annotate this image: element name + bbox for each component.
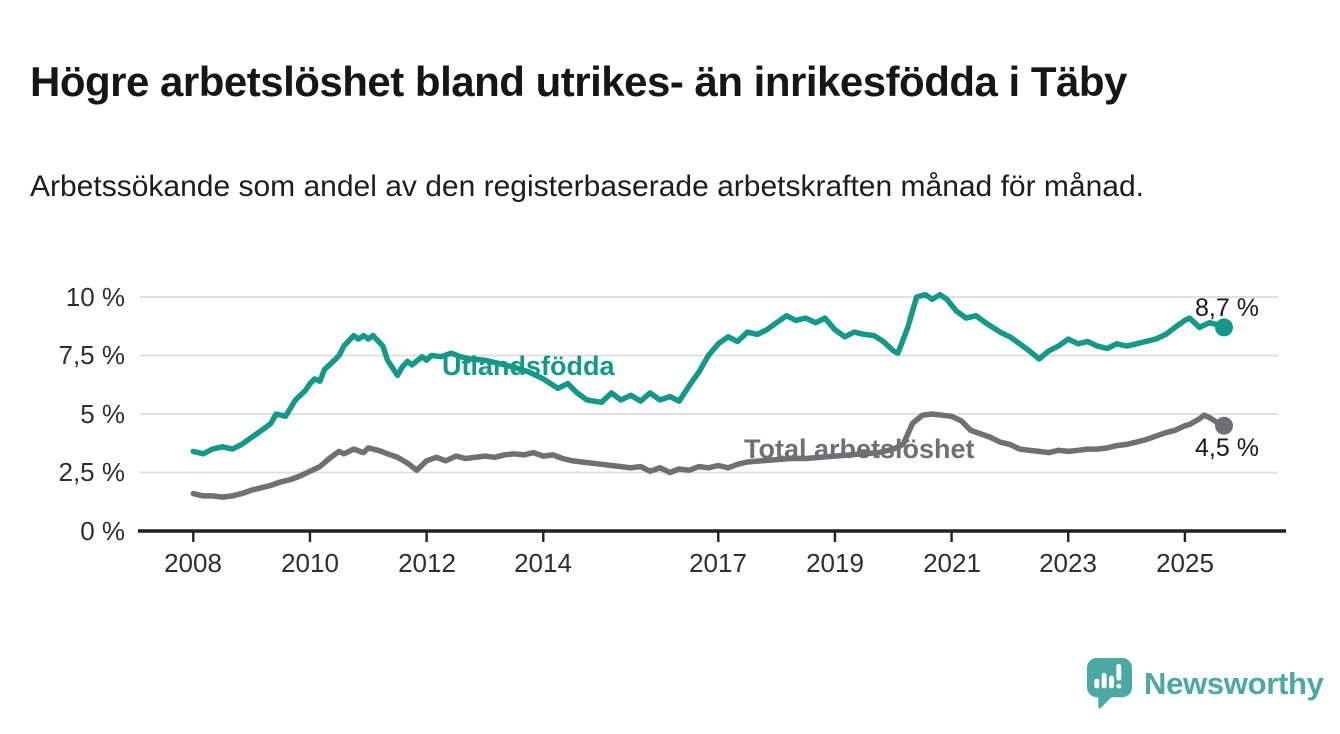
y-tick-label: 5 % xyxy=(80,399,125,429)
end-value-label-total-arbetsloshet: 4,5 % xyxy=(1195,434,1259,462)
bar-3 xyxy=(1109,675,1114,689)
x-tick-label: 2023 xyxy=(1039,548,1097,578)
series-line-total xyxy=(190,411,1227,500)
x-tick-label: 2010 xyxy=(281,548,339,578)
series-line-utlandsfodda xyxy=(190,291,1227,457)
exclamation-bar xyxy=(1116,663,1122,681)
series-end-dot-utlandsfodda xyxy=(1215,318,1233,337)
series-label-total-arbetsloshet: Total arbetslöshet xyxy=(744,434,975,464)
page-subtitle: Arbetssökande som andel av den registerb… xyxy=(30,170,1144,203)
bar-2 xyxy=(1101,672,1107,689)
x-tick-label: 2008 xyxy=(164,548,222,578)
x-tick-label: 2021 xyxy=(923,548,981,578)
series-label-utlandsfodda: Utlandsfödda xyxy=(442,351,615,381)
y-tick-label: 10 % xyxy=(65,282,125,312)
newsworthy-logo-text: Newsworthy xyxy=(1144,665,1324,701)
bar-1 xyxy=(1094,678,1100,689)
page-title: Högre arbetslöshet bland utrikes- än inr… xyxy=(30,58,1127,106)
end-value-label-utlandsfodda: 8,7 % xyxy=(1195,294,1259,322)
speech-bubble-bar-chart-icon xyxy=(1086,658,1133,709)
exclamation-dot xyxy=(1116,683,1122,689)
x-tick-label: 2025 xyxy=(1156,548,1214,578)
x-tick-label: 2019 xyxy=(806,548,864,578)
y-tick-label: 7,5 % xyxy=(58,340,126,370)
x-tick-label: 2017 xyxy=(689,548,747,578)
series-end-dot-total xyxy=(1215,416,1233,435)
y-tick-label: 2,5 % xyxy=(58,457,126,487)
newsworthy-logo: Newsworthy xyxy=(1086,657,1324,710)
y-tick-label: 0 % xyxy=(80,516,125,546)
x-tick-label: 2014 xyxy=(514,548,572,578)
x-tick-label: 2012 xyxy=(398,548,456,578)
